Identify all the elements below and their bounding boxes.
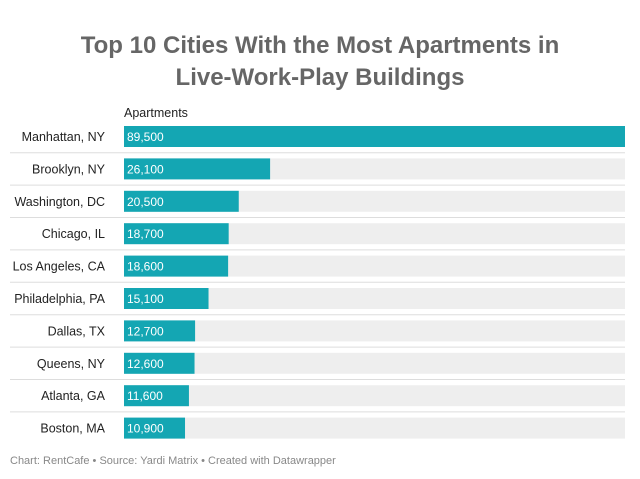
bar-value-label: 10,900 [127,422,164,436]
category-label: Dallas, TX [48,324,106,338]
bar-track [124,352,625,374]
bar [124,126,625,147]
bar-value-label: 20,500 [127,195,164,209]
bar-value-label: 12,700 [127,324,164,338]
category-label: Los Angeles, CA [13,260,106,274]
bar-value-label: 18,600 [127,260,164,274]
bar-value-label: 11,600 [127,389,163,403]
bar [124,288,209,309]
chart-title: Top 10 Cities With the Most Apartments i… [0,30,640,94]
bar [124,320,196,342]
category-label: Brooklyn, NY [32,162,106,176]
bar-value-label: 89,500 [127,130,164,144]
category-label: Chicago, IL [42,227,105,241]
bar [124,255,229,277]
bar-track [124,320,625,342]
category-label: Atlanta, GA [41,389,106,403]
bar [124,352,195,374]
bar-value-label: 26,100 [127,162,164,176]
bar-value-label: 15,100 [127,292,164,306]
bar-track [124,417,625,439]
bar-track [124,255,625,277]
bar [124,190,239,212]
bar-value-label: 18,700 [127,227,164,241]
category-label: Philadelphia, PA [14,292,105,306]
bar-track [124,190,625,212]
category-label: Manhattan, NY [22,130,106,144]
chart-title-line-2: Live-Work-Play Buildings [175,64,465,91]
bar [124,417,186,439]
bar-value-label: 12,600 [127,357,164,371]
bar-track [124,385,625,407]
category-label: Boston, MA [40,422,105,436]
bar-track [124,288,625,309]
bar [124,158,271,180]
chart-footer: Chart: RentCafe • Source: Yardi Matrix •… [10,455,336,467]
bar [124,385,189,407]
bar-track [124,223,625,245]
category-label: Queens, NY [37,357,106,371]
chart-title-line-1: Top 10 Cities With the Most Apartments i… [80,32,560,59]
category-label: Washington, DC [14,195,105,209]
column-header: Apartments [124,106,188,120]
bar [124,223,229,245]
